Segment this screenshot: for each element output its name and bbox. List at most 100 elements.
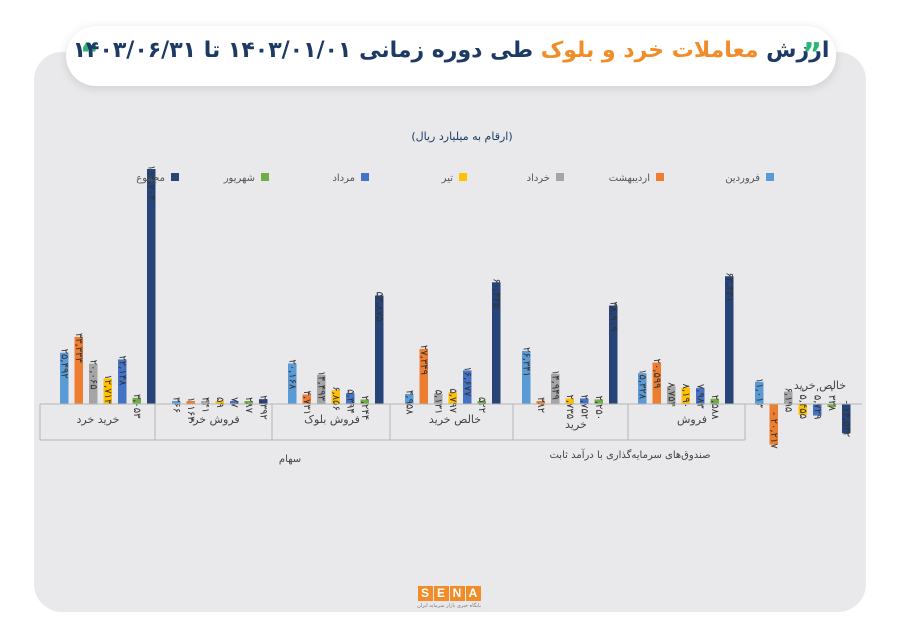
data-label: ۷,۹۸۳ (694, 384, 705, 409)
bar (492, 282, 501, 404)
legend-swatch (556, 173, 564, 181)
data-label: ۵۲۲ (476, 397, 487, 413)
data-label: ۱۴,۴۹۳ (315, 371, 326, 402)
bar (89, 363, 98, 404)
legend-swatch (261, 173, 269, 181)
quote-left-icon: “ (80, 37, 100, 72)
page-title: ارزش معاملات خرد و بلوک طی دوره زمانی ۱۴… (66, 38, 836, 63)
bar (463, 370, 472, 404)
logo-letter-n: N (449, 586, 465, 601)
legend-label: اردیبهشت (609, 173, 650, 184)
data-label: ۲۷,۳۴۹ (418, 345, 429, 375)
bar (215, 401, 224, 404)
data-label: - ۵,۴۵۵ (797, 388, 808, 419)
bar (769, 404, 778, 445)
bar (317, 374, 326, 404)
bar (405, 394, 414, 404)
data-label: ۲۶,۳۴۱ (520, 347, 531, 377)
data-label: ۲,۲۵۰ (593, 395, 604, 420)
bar (798, 404, 807, 415)
data-label: ۲۰,۵۹۹ (651, 359, 662, 389)
data-label: ۱۱,۰۱۳ (753, 378, 764, 409)
data-label: ۴,۹۵۸ (403, 390, 414, 415)
data-label: ۳۶۶ (170, 397, 181, 413)
data-label: ۵۹ (214, 397, 225, 408)
logo-subtitle: پایگاه خبری بازار سرمایه ایران (417, 603, 481, 609)
title-part-3: طی دوره زمانی ۱۴۰۳/۰۱/۰۱ تا ۱۴۰۳/۰۶/۳۱ (72, 38, 541, 63)
legend-swatch (459, 173, 467, 181)
parent-category-label: سهام (279, 454, 301, 465)
data-label: ۶۰,۴۳۵ (490, 278, 501, 308)
category-label: خرید (565, 418, 587, 431)
data-label: ۱۶,۶۷۷ (461, 366, 472, 397)
category-label: فروش خرد (188, 413, 239, 426)
bar (638, 373, 647, 404)
chart-subtitle: (ارقام به میلیارد ریال) (411, 130, 512, 143)
data-label: ۴۴۱ (199, 397, 210, 413)
data-label: ۶,۱۹۵ (782, 388, 793, 413)
bar (259, 399, 268, 404)
logo-letter-s: S (417, 586, 433, 601)
parent-category-label: صندوق‌های سرمایه‌گذاری با درآمد ثابت (549, 448, 710, 461)
category-label: فروش بلوک (304, 413, 360, 426)
bar (827, 404, 836, 407)
category-label: فروش (677, 413, 707, 426)
bar (60, 352, 69, 404)
data-label: ۲۲,۱۴۸ (116, 355, 127, 386)
legend-swatch (171, 173, 179, 181)
data-label: ۳,۰۵۳ (131, 394, 142, 419)
data-label: ۲۸۷ (243, 397, 254, 414)
legend-label: مجموع (136, 173, 165, 184)
logo-letter-a: A (465, 586, 481, 601)
legend-swatch (766, 173, 774, 181)
bar (201, 401, 210, 404)
bar (565, 398, 574, 404)
data-label: - ۱۴,۵۳۲ (840, 400, 851, 437)
data-label: ۲,۵۸۸ (709, 395, 720, 420)
data-label: ۵,۷۹۷ (447, 388, 458, 413)
title-part-1: ارزش (758, 38, 830, 63)
bar (147, 169, 156, 404)
data-label: ۶۳,۴۴۱ (723, 272, 734, 302)
category-label: خالص خرید (429, 413, 481, 426)
bar (696, 387, 705, 404)
data-label: ۲۵,۴۹۲ (58, 349, 69, 379)
bar (302, 394, 311, 404)
bar (448, 392, 457, 404)
legend-label: تیر (441, 173, 454, 184)
bar (419, 348, 428, 404)
data-label: ۱۲,۷۱۳ (102, 374, 113, 405)
data-label: ۱۱۶,۷۰۳ (145, 165, 156, 201)
data-label: ۳۳,۳۳۳ (73, 333, 84, 364)
data-label: ۲,۳۹۲ (257, 395, 268, 420)
title-bar: “ ارزش معاملات خرد و بلوک طی دوره زمانی … (66, 26, 836, 86)
bar (103, 378, 112, 404)
data-label: ۵۳,۸۷۵ (373, 292, 384, 322)
data-label: ۲,۲۴۴ (359, 395, 370, 420)
bar (346, 393, 355, 404)
data-label: ۲۰,۰۶۵ (87, 360, 98, 390)
data-label: ۸,۷۵۴ (665, 382, 676, 407)
bar (813, 404, 822, 416)
bar (288, 363, 297, 404)
bar (667, 386, 676, 404)
title-part-2: معاملات خرد و بلوک (540, 38, 759, 63)
bar (681, 387, 690, 404)
data-label: - ۳۳۸ (826, 388, 837, 412)
bar (244, 401, 253, 404)
bar (74, 336, 83, 404)
sena-logo: S E N A پایگاه خبری بازار سرمایه ایران (414, 586, 484, 609)
bar (784, 391, 793, 404)
bar (331, 390, 340, 404)
bar (536, 401, 545, 404)
data-label: ۵,۳۹۴ (344, 389, 355, 414)
bar (118, 359, 127, 404)
bar (652, 362, 661, 404)
data-label: ۸,۱۹۰ (680, 384, 691, 409)
data-label: ۲,۷۳۵ (564, 394, 575, 419)
data-label: ۵,۱۳۱ (432, 390, 443, 415)
bar (710, 398, 719, 404)
bar (360, 399, 369, 404)
bar (725, 276, 734, 404)
